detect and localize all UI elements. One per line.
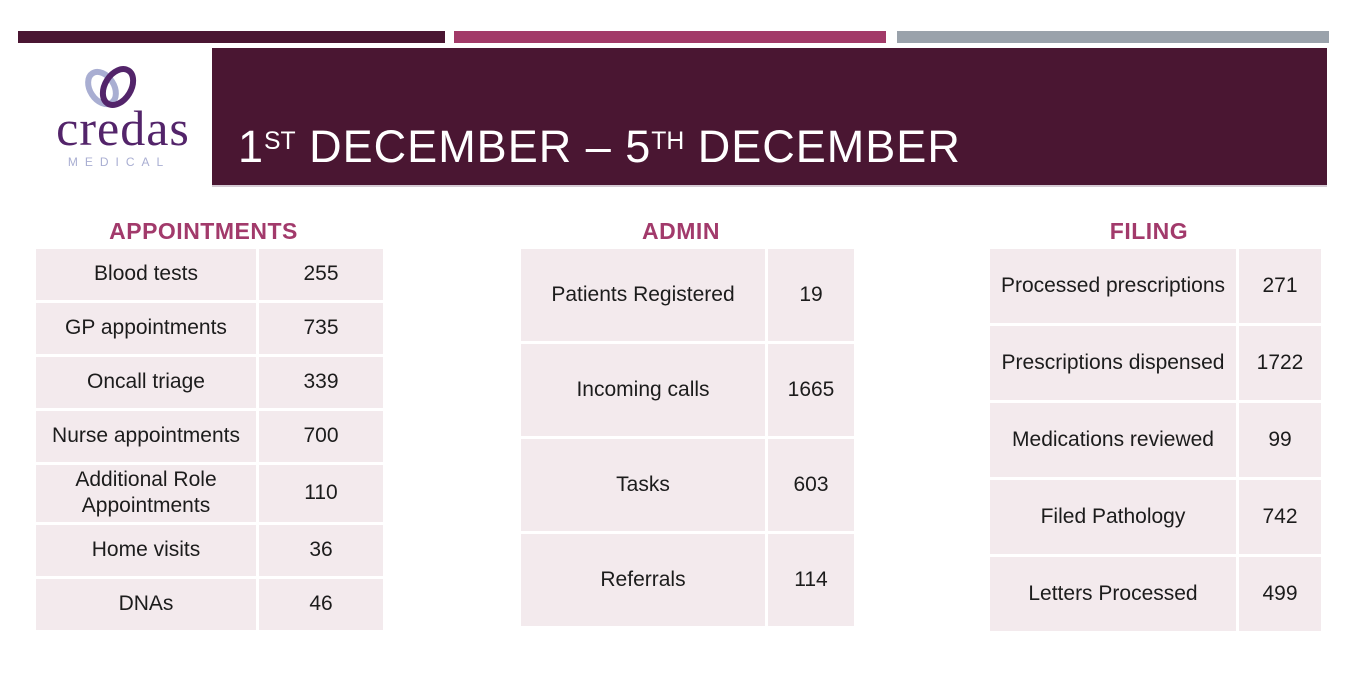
table-row: Incoming calls 1665 bbox=[521, 344, 854, 436]
row-label: Blood tests bbox=[36, 249, 256, 300]
admin-section-title: ADMIN bbox=[642, 218, 720, 244]
row-label: Nurse appointments bbox=[36, 411, 256, 462]
row-value: 742 bbox=[1239, 480, 1321, 554]
row-value: 114 bbox=[768, 534, 854, 626]
filing-section-title: FILING bbox=[1109, 218, 1189, 244]
title-text-segment: DECEMBER bbox=[684, 121, 961, 172]
top-accent-bar-plum bbox=[18, 31, 445, 43]
top-accent-bar-magenta bbox=[454, 31, 886, 43]
row-label: Prescriptions dispensed bbox=[990, 326, 1236, 400]
table-row: Medications reviewed 99 bbox=[990, 403, 1321, 477]
filing-table: Processed prescriptions 271 Prescriptions … bbox=[987, 246, 1324, 634]
table-row: GP appointments 735 bbox=[36, 303, 383, 354]
title-text-segment: DECEMBER – 5 bbox=[295, 121, 652, 172]
row-value: 271 bbox=[1239, 249, 1321, 323]
logo-wordmark: credas bbox=[56, 100, 190, 156]
row-value: 255 bbox=[259, 249, 383, 300]
row-label: Filed Pathology bbox=[990, 480, 1236, 554]
table-row: Blood tests 255 bbox=[36, 249, 383, 300]
row-value: 603 bbox=[768, 439, 854, 531]
heart-rings-icon bbox=[85, 66, 137, 108]
appointments-table: Blood tests 255 GP appointments 735 Oncall t… bbox=[33, 246, 386, 633]
row-value: 499 bbox=[1239, 557, 1321, 631]
row-value: 735 bbox=[259, 303, 383, 354]
row-label: Tasks bbox=[521, 439, 765, 531]
table-row: Patients Registered 19 bbox=[521, 249, 854, 341]
filing-section: FILING Processed prescriptions 271 Prescri… bbox=[987, 218, 1321, 634]
row-label: Oncall triage bbox=[36, 357, 256, 408]
table-row: Filed Pathology 742 bbox=[990, 480, 1321, 554]
row-value: 1665 bbox=[768, 344, 854, 436]
title-ordinal-superscript: TH bbox=[651, 128, 685, 156]
table-row: Tasks 603 bbox=[521, 439, 854, 531]
table-row: Referrals 114 bbox=[521, 534, 854, 626]
table-row: Nurse appointments 700 bbox=[36, 411, 383, 462]
logo-subtitle: MEDICAL bbox=[67, 155, 171, 169]
table-row: Oncall triage 339 bbox=[36, 357, 383, 408]
row-label: DNAs bbox=[36, 578, 256, 630]
slide-title: 1ST DECEMBER – 5TH DECEMBER bbox=[238, 124, 961, 169]
title-ordinal-superscript: ST bbox=[264, 128, 296, 156]
table-row: Home visits 36 bbox=[36, 524, 383, 576]
admin-section: ADMIN Patients Registered 19 Incoming call… bbox=[518, 218, 854, 629]
row-value: 700 bbox=[259, 411, 383, 462]
title-text-segment: 1 bbox=[238, 121, 265, 172]
row-label: Home visits bbox=[36, 524, 256, 576]
appointments-section-title: APPOINTMENTS bbox=[109, 218, 298, 244]
row-value: 46 bbox=[259, 578, 383, 630]
title-band: 1ST DECEMBER – 5TH DECEMBER bbox=[212, 48, 1327, 187]
row-value: 339 bbox=[259, 357, 383, 408]
credas-logo: credas MEDICAL bbox=[30, 58, 215, 173]
row-value: 110 bbox=[259, 465, 383, 522]
table-row: Processed prescriptions 271 bbox=[990, 249, 1321, 323]
row-value: 99 bbox=[1239, 403, 1321, 477]
table-row: Letters Processed 499 bbox=[990, 557, 1321, 631]
row-label: Additional Role Appointments bbox=[36, 465, 256, 522]
appointments-section: APPOINTMENTS Blood tests 255 GP appointmen… bbox=[33, 218, 383, 633]
top-accent-bar-gray bbox=[897, 31, 1329, 43]
row-label: Processed prescriptions bbox=[990, 249, 1236, 323]
row-label: Letters Processed bbox=[990, 557, 1236, 631]
row-label: Referrals bbox=[521, 534, 765, 626]
row-value: 36 bbox=[259, 524, 383, 576]
row-label: GP appointments bbox=[36, 303, 256, 354]
row-label: Medications reviewed bbox=[990, 403, 1236, 477]
table-row: DNAs 46 bbox=[36, 578, 383, 630]
row-value: 1722 bbox=[1239, 326, 1321, 400]
row-label: Incoming calls bbox=[521, 344, 765, 436]
table-row: Additional Role Appointments 110 bbox=[36, 465, 383, 522]
row-label: Patients Registered bbox=[521, 249, 765, 341]
row-value: 19 bbox=[768, 249, 854, 341]
admin-table: Patients Registered 19 Incoming calls 1665 T… bbox=[518, 246, 857, 629]
table-row: Prescriptions dispensed 1722 bbox=[990, 326, 1321, 400]
